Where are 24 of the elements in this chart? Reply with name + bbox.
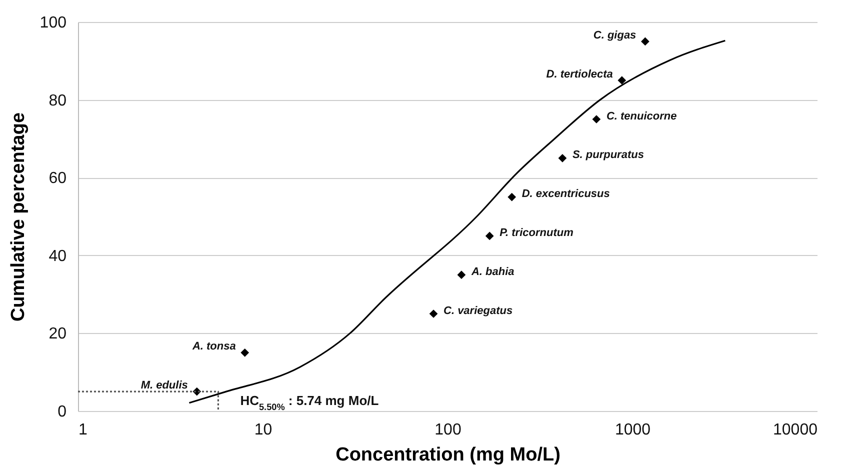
x-tick-label: 1000 bbox=[614, 422, 651, 438]
x-tick-label: 10 bbox=[254, 422, 272, 438]
y-tick-label: 60 bbox=[48, 170, 67, 188]
annotation: D. tertiolecta bbox=[546, 68, 613, 80]
annotation: D. excentricusus bbox=[522, 188, 610, 200]
annotation: C. gigas bbox=[593, 29, 636, 42]
y-axis-title: Cumulative percentage bbox=[8, 112, 29, 322]
annotation: P. tricornutum bbox=[500, 226, 574, 239]
x-tick-label: 100 bbox=[434, 422, 462, 438]
annotation: C. tenuicorne bbox=[606, 110, 677, 122]
annotation: S. purpuratus bbox=[572, 149, 644, 162]
annotation: HC$_{5.50%}$ : 5.74 mg Mo/L bbox=[240, 393, 379, 412]
x-tick-label: 1 bbox=[78, 422, 88, 438]
y-tick-label: 40 bbox=[48, 248, 67, 265]
annotation: M. edulis bbox=[140, 380, 188, 392]
x-tick-label: 10000 bbox=[773, 422, 818, 438]
y-tick-label: 20 bbox=[48, 326, 67, 343]
y-tick-label: 0 bbox=[58, 404, 67, 420]
annotation: C. variegatus bbox=[444, 304, 513, 317]
y-tick-label: 100 bbox=[40, 14, 67, 32]
y-tick-label: 80 bbox=[48, 92, 67, 110]
x-axis-title: Concentration (mg Mo/L) bbox=[336, 444, 560, 466]
annotation: A. tonsa bbox=[191, 340, 236, 353]
annotation: A. bahia bbox=[470, 266, 514, 278]
